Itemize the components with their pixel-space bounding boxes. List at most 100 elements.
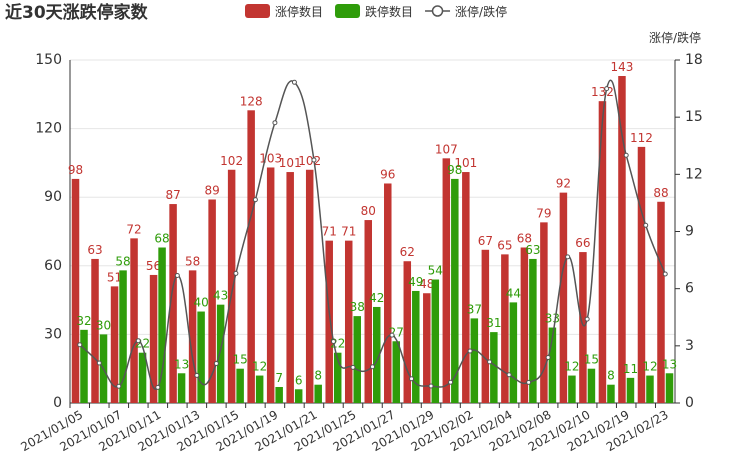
y2-tick-label: 12 xyxy=(685,166,703,182)
legend-swatch xyxy=(335,4,361,18)
y2-tick-label: 0 xyxy=(685,395,694,411)
ratio-point xyxy=(155,384,161,390)
bar-value-label: 98 xyxy=(68,163,83,177)
ratio-point xyxy=(448,379,454,385)
bar xyxy=(305,169,314,403)
bar-value-label: 63 xyxy=(87,243,102,257)
ratio-point xyxy=(506,372,512,378)
bar-value-label: 12 xyxy=(564,360,579,374)
bar xyxy=(509,302,518,403)
bar xyxy=(294,389,303,403)
legend-label: 涨停数目 xyxy=(275,4,323,19)
bar xyxy=(91,258,99,403)
bar xyxy=(286,172,294,403)
bar xyxy=(568,375,576,403)
ratio-point xyxy=(662,271,668,277)
bar xyxy=(344,240,353,403)
bar xyxy=(177,373,186,403)
chart-title: 近30天涨跌停家数 xyxy=(5,2,149,23)
bar-value-label: 15 xyxy=(232,353,247,367)
bar-value-label: 37 xyxy=(467,302,482,316)
bar-value-label: 102 xyxy=(298,154,321,168)
bar-value-label: 56 xyxy=(146,259,161,273)
bar-value-label: 48 xyxy=(419,277,434,291)
bar xyxy=(384,183,392,403)
bar-value-label: 8 xyxy=(314,369,322,383)
bar-value-label: 68 xyxy=(154,232,169,246)
bar-value-label: 71 xyxy=(322,225,337,239)
ratio-point xyxy=(623,152,629,158)
y-tick-label: 90 xyxy=(44,189,62,205)
bar-value-label: 65 xyxy=(497,238,512,252)
ratio-point xyxy=(174,273,180,279)
y-tick-label: 120 xyxy=(35,121,62,137)
bar-value-label: 96 xyxy=(380,167,395,181)
y2-tick-label: 15 xyxy=(685,109,703,125)
ratio-point xyxy=(467,348,473,354)
bar xyxy=(325,240,333,403)
bar xyxy=(540,222,548,403)
ratio-point xyxy=(233,270,239,276)
bar xyxy=(130,238,138,403)
ratio-point xyxy=(604,86,610,92)
bar-value-label: 98 xyxy=(447,163,462,177)
bar-value-label: 143 xyxy=(611,60,634,74)
bar-value-label: 33 xyxy=(545,312,560,326)
ratio-point xyxy=(311,157,317,163)
bar xyxy=(197,311,205,403)
bar-value-label: 49 xyxy=(408,275,423,289)
bar xyxy=(247,110,255,403)
bar xyxy=(158,247,166,403)
bar xyxy=(598,101,607,403)
bar xyxy=(490,332,498,403)
bar-value-label: 72 xyxy=(126,222,141,236)
bar xyxy=(451,178,459,403)
bar-value-label: 7 xyxy=(275,371,283,385)
ratio-point xyxy=(77,342,83,348)
y-tick-label: 150 xyxy=(35,52,62,68)
bar-value-label: 66 xyxy=(575,236,590,250)
bar xyxy=(266,167,275,403)
bar-value-label: 107 xyxy=(435,142,458,156)
bar xyxy=(607,384,615,403)
bar xyxy=(529,258,537,403)
bar xyxy=(412,290,420,403)
bar-value-label: 102 xyxy=(220,154,243,168)
bar xyxy=(353,316,361,403)
y2-axis-label: 涨停/跌停 xyxy=(649,30,701,45)
bar xyxy=(110,286,119,403)
bar-value-label: 71 xyxy=(341,225,356,239)
bar xyxy=(637,146,646,404)
y2-tick-label: 6 xyxy=(685,281,694,297)
ratio-point xyxy=(213,361,219,367)
ratio-point xyxy=(565,254,571,260)
bar-value-label: 12 xyxy=(252,360,267,374)
ratio-point xyxy=(135,338,141,344)
ratio-point xyxy=(330,338,336,344)
bar xyxy=(373,306,381,403)
ratio-point xyxy=(389,332,395,338)
bar-value-label: 112 xyxy=(630,131,653,145)
bar-value-label: 58 xyxy=(185,254,200,268)
bar-value-label: 44 xyxy=(506,286,521,300)
ratio-point xyxy=(643,222,649,228)
y-tick-label: 30 xyxy=(44,326,62,342)
bar xyxy=(501,254,509,403)
bar xyxy=(548,327,557,403)
ratio-point xyxy=(428,383,434,389)
bar xyxy=(169,204,177,403)
bar-value-label: 11 xyxy=(623,362,638,376)
bar xyxy=(138,352,147,403)
y-tick-label: 60 xyxy=(44,258,62,274)
bar-value-label: 87 xyxy=(165,188,180,202)
ratio-point xyxy=(526,379,532,385)
ratio-point xyxy=(545,354,551,360)
ratio-point xyxy=(487,359,493,365)
ratio-point xyxy=(291,79,297,85)
bar xyxy=(149,274,158,403)
bar xyxy=(462,172,470,403)
bar xyxy=(626,377,635,403)
ratio-point xyxy=(194,372,200,378)
y2-tick-label: 3 xyxy=(685,338,694,354)
